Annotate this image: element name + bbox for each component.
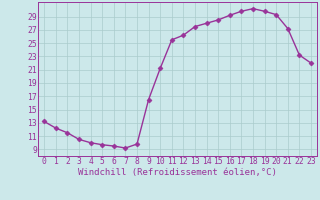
X-axis label: Windchill (Refroidissement éolien,°C): Windchill (Refroidissement éolien,°C) bbox=[78, 168, 277, 177]
